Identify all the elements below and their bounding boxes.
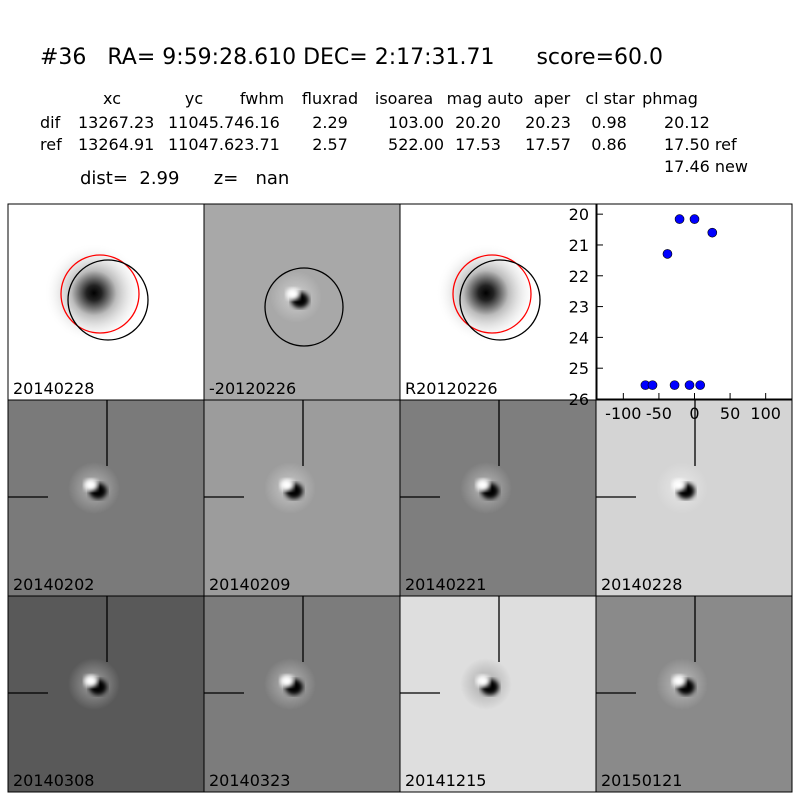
panel-label: 20140323 — [209, 771, 290, 790]
image-panel: 20141215 — [399, 595, 597, 793]
table-cell: 17.50 ref — [664, 135, 737, 154]
x-tick-label: -50 — [646, 404, 672, 423]
bright-lobe — [476, 479, 490, 491]
table-cell: 6.16 — [244, 113, 280, 132]
image-panel: 20140308 — [7, 595, 205, 793]
image-panel: -20120226 — [203, 203, 401, 401]
bright-lobe — [84, 479, 98, 491]
table-cell: 103.00 — [388, 113, 444, 132]
new-circle — [264, 267, 344, 347]
new-circle — [67, 259, 149, 341]
image-panel: 20140209 — [203, 399, 401, 597]
table-cell: 2.57 — [312, 135, 348, 154]
table-cell: dif — [40, 113, 61, 132]
table-cell: 20.23 — [525, 113, 571, 132]
table-cell: 11045.74 — [168, 113, 244, 132]
bright-lobe — [280, 675, 294, 687]
image-panel: R20120226 — [399, 203, 597, 401]
source-blob — [44, 243, 144, 343]
y-tick-label: 23 — [569, 298, 589, 317]
new-circle — [459, 259, 541, 341]
data-point — [689, 214, 700, 224]
x-tick-label: -100 — [605, 404, 641, 423]
column-header: mag auto — [447, 89, 524, 108]
title: #36 RA= 9:59:28.610 DEC= 2:17:31.71 scor… — [40, 45, 663, 70]
data-point — [707, 227, 718, 238]
plot-area — [596, 203, 793, 400]
panel-label: 20140228 — [13, 379, 94, 398]
y-tick-label: 25 — [569, 359, 589, 378]
panel-label: 20140308 — [13, 771, 94, 790]
bright-lobe — [84, 675, 98, 687]
ref-circle — [60, 254, 140, 334]
image-panel: 20140228 — [595, 399, 793, 597]
table-cell: ref — [40, 135, 62, 154]
table-cell: 11047.62 — [168, 135, 244, 154]
image-panel: 20150121 — [595, 595, 793, 793]
table-cell: 0.98 — [591, 113, 627, 132]
column-header: xc — [103, 89, 121, 108]
ref-circle — [452, 254, 532, 334]
data-point — [674, 214, 685, 224]
x-tick-label: 0 — [689, 404, 699, 423]
panel-label: 20140202 — [13, 575, 94, 594]
image-panel: 20140323 — [203, 595, 401, 793]
data-point — [669, 380, 680, 390]
panel-label: 20140209 — [209, 575, 290, 594]
table-cell: 13267.23 — [78, 113, 154, 132]
panel-label: 20141215 — [405, 771, 486, 790]
table-cell: 0.86 — [591, 135, 627, 154]
x-tick-label: 50 — [720, 404, 740, 423]
bright-lobe — [672, 675, 686, 687]
y-tick-label: 20 — [569, 205, 589, 224]
column-header: aper — [534, 89, 571, 108]
x-tick-label: 100 — [750, 404, 781, 423]
y-tick-label: 22 — [569, 267, 589, 286]
image-panel: 20140228 — [7, 203, 205, 401]
data-point — [647, 380, 658, 390]
table-cell: 17.57 — [525, 135, 571, 154]
y-tick-label: 24 — [569, 328, 589, 347]
y-tick-label: 21 — [569, 236, 589, 255]
bright-lobe — [476, 675, 490, 687]
bright-lobe — [672, 479, 686, 491]
table-cell: 17.46 new — [664, 157, 748, 176]
table-cell: 13264.91 — [78, 135, 154, 154]
column-header: fluxrad — [302, 89, 358, 108]
panel-label: -20120226 — [209, 379, 296, 398]
table-cell: 17.53 — [455, 135, 501, 154]
table-cell: 20.20 — [455, 113, 501, 132]
column-header: isoarea — [375, 89, 433, 108]
panel-label: 20140228 — [601, 575, 682, 594]
column-header: phmag — [642, 89, 698, 108]
table-cell: 522.00 — [388, 135, 444, 154]
column-header: yc — [185, 89, 203, 108]
data-point — [684, 380, 695, 390]
panel-label: R20120226 — [405, 379, 498, 398]
bright-lobe — [286, 288, 300, 300]
distance: dist= 2.99 z= nan — [80, 168, 289, 189]
table-cell: 3.71 — [244, 135, 280, 154]
column-header: fwhm — [240, 89, 284, 108]
panel-label: 20150121 — [601, 771, 682, 790]
table-cell: 2.29 — [312, 113, 348, 132]
table-cell: 20.12 — [664, 113, 710, 132]
data-point — [662, 249, 673, 259]
data-point — [695, 380, 705, 390]
bright-lobe — [280, 479, 294, 491]
image-panel: 20140221 — [399, 399, 597, 597]
column-header: cl star — [585, 89, 635, 108]
source-blob — [436, 243, 536, 343]
y-tick-label: 26 — [569, 390, 589, 409]
image-panel: 20140202 — [7, 399, 205, 597]
panel-label: 20140221 — [405, 575, 486, 594]
